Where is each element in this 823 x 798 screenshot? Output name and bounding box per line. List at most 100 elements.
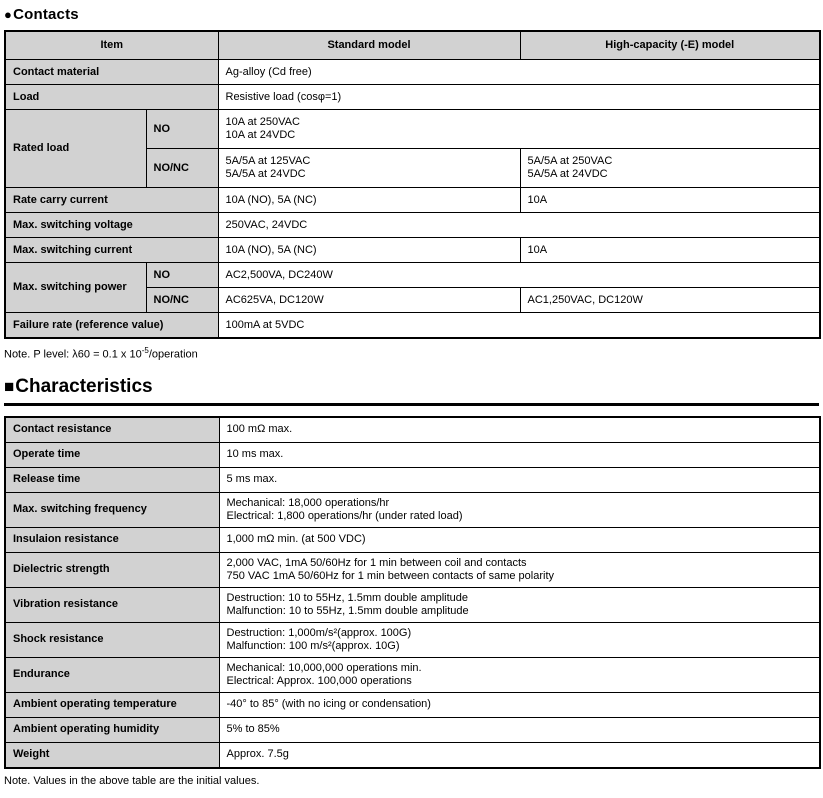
value-line: 5A/5A at 250VAC bbox=[527, 155, 613, 167]
table-row: Max. switching frequency Mechanical: 18,… bbox=[4, 491, 821, 528]
table-row: Weight Approx. 7.5g bbox=[4, 741, 821, 769]
column-header-high-capacity-model: High-capacity (-E) model bbox=[519, 30, 821, 60]
value-line: Destruction: 1,000m/s²(approx. 100G) bbox=[226, 626, 412, 639]
row-label: Operate time bbox=[4, 441, 220, 468]
row-label: Max. switching voltage bbox=[4, 212, 219, 238]
value-line: 2,000 VAC, 1mA 50/60Hz for 1 min between… bbox=[226, 556, 527, 569]
row-label: Endurance bbox=[4, 656, 220, 693]
characteristics-heading-text: Characteristics bbox=[15, 375, 153, 397]
value-line: Electrical: Approx. 100,000 operations bbox=[226, 674, 412, 687]
row-label: Rate carry current bbox=[4, 187, 219, 213]
value-line: Approx. 7.5g bbox=[226, 748, 289, 761]
value-line: 10 ms max. bbox=[226, 448, 284, 461]
table-row: Vibration resistance Destruction: 10 to … bbox=[4, 586, 821, 623]
table-row: Dielectric strength 2,000 VAC, 1mA 50/60… bbox=[4, 551, 821, 588]
value-line: Malfunction: 10 to 55Hz, 1.5mm double am… bbox=[226, 604, 469, 617]
note-text-suffix: /operation bbox=[148, 348, 198, 361]
table-row: Ambient operating humidity 5% to 85% bbox=[4, 716, 821, 743]
row-label: Max. switching frequency bbox=[4, 491, 220, 528]
row-label: Dielectric strength bbox=[4, 551, 220, 588]
row-label: Failure rate (reference value) bbox=[4, 312, 219, 339]
cell-value: 10A at 250VAC 10A at 24VDC bbox=[217, 109, 821, 149]
cell-value-standard: AC625VA, DC120W bbox=[217, 287, 521, 313]
cell-value: Destruction: 10 to 55Hz, 1.5mm double am… bbox=[218, 586, 821, 623]
table-row: Release time 5 ms max. bbox=[4, 466, 821, 493]
row-rate-carry-current: Rate carry current 10A (NO), 5A (NC) 10A bbox=[4, 187, 821, 213]
note-superscript: -5 bbox=[141, 346, 149, 355]
value-line: 100 mΩ max. bbox=[226, 423, 293, 436]
sub-label-no: NO bbox=[145, 262, 219, 288]
cell-value: 1,000 mΩ min. (at 500 VDC) bbox=[218, 526, 821, 553]
value-line: Mechanical: 18,000 operations/hr bbox=[226, 496, 390, 509]
square-bullet-icon: ■ bbox=[4, 376, 15, 396]
row-label: Ambient operating temperature bbox=[4, 691, 220, 718]
row-max-switching-power-no: Max. switching power NO AC2,500VA, DC240… bbox=[4, 262, 821, 313]
column-header-item: Item bbox=[4, 30, 219, 60]
note-text-prefix: Note. P level: λ60 = 0.1 x 10 bbox=[4, 348, 142, 361]
characteristics-section-heading: ■ Characteristics bbox=[4, 376, 819, 406]
value-line: Malfunction: 100 m/s²(approx. 10G) bbox=[226, 639, 400, 652]
contacts-heading-text: Contacts bbox=[13, 6, 79, 23]
cell-value: Resistive load (cosφ=1) bbox=[217, 84, 821, 110]
value-line: 10A at 24VDC bbox=[225, 129, 296, 141]
value-line: 1,000 mΩ min. (at 500 VDC) bbox=[226, 533, 366, 546]
row-label: Contact material bbox=[4, 59, 219, 85]
cell-value-high: 5A/5A at 250VAC 5A/5A at 24VDC bbox=[519, 148, 821, 188]
row-label: Shock resistance bbox=[4, 621, 220, 658]
row-label: Contact resistance bbox=[4, 416, 220, 443]
cell-value: Mechanical: 18,000 operations/hr Electric… bbox=[218, 491, 821, 528]
contacts-note: Note. P level: λ60 = 0.1 x 10-5/operatio… bbox=[4, 344, 819, 362]
cell-value: 2,000 VAC, 1mA 50/60Hz for 1 min between… bbox=[218, 551, 821, 588]
row-label: Load bbox=[4, 84, 219, 110]
table-row: Insulaion resistance 1,000 mΩ min. (at 5… bbox=[4, 526, 821, 553]
cell-value: 100 mΩ max. bbox=[218, 416, 821, 443]
row-label: Weight bbox=[4, 741, 220, 769]
row-rated-load-nonc: NO/NC 5A/5A at 125VAC 5A/5A at 24VDC 5A/… bbox=[5, 148, 821, 188]
circle-bullet-icon: ● bbox=[4, 7, 13, 22]
contacts-section-heading: ● Contacts bbox=[4, 6, 819, 23]
contacts-header-row: Item Standard model High-capacity (-E) m… bbox=[4, 30, 821, 60]
column-header-standard-model: Standard model bbox=[217, 30, 521, 60]
cell-value-standard: 10A (NO), 5A (NC) bbox=[217, 187, 521, 213]
contacts-table: Item Standard model High-capacity (-E) m… bbox=[4, 30, 821, 339]
row-max-switching-current: Max. switching current 10A (NO), 5A (NC)… bbox=[4, 237, 821, 263]
row-label: Rated load bbox=[4, 109, 147, 188]
cell-value: Ag-alloy (Cd free) bbox=[217, 59, 821, 85]
row-load: Load Resistive load (cosφ=1) bbox=[4, 84, 821, 110]
row-failure-rate: Failure rate (reference value) 100mA at … bbox=[4, 312, 821, 339]
value-line: 10A at 250VAC bbox=[225, 116, 300, 128]
value-line: 5A/5A at 24VDC bbox=[225, 168, 306, 180]
sub-label-nonc: NO/NC bbox=[145, 148, 219, 188]
value-line: 5 ms max. bbox=[226, 473, 278, 486]
row-label: Insulaion resistance bbox=[4, 526, 220, 553]
cell-value: 5 ms max. bbox=[218, 466, 821, 493]
sub-label-no: NO bbox=[145, 109, 219, 149]
value-line: Electrical: 1,800 operations/hr (under r… bbox=[226, 509, 463, 522]
value-line: 750 VAC 1mA 50/60Hz for 1 min between co… bbox=[226, 569, 555, 582]
row-max-switching-voltage: Max. switching voltage 250VAC, 24VDC bbox=[4, 212, 821, 238]
row-label: Max. switching power bbox=[4, 262, 147, 313]
row-max-switching-power-nonc: NO/NC AC625VA, DC120W AC1,250VAC, DC120W bbox=[5, 287, 821, 313]
row-label: Vibration resistance bbox=[4, 586, 220, 623]
cell-value: Approx. 7.5g bbox=[218, 741, 821, 769]
cell-value: 100mA at 5VDC bbox=[217, 312, 821, 339]
row-contact-material: Contact material Ag-alloy (Cd free) bbox=[4, 59, 821, 85]
cell-value-standard: 10A (NO), 5A (NC) bbox=[217, 237, 521, 263]
cell-value: 5% to 85% bbox=[218, 716, 821, 743]
value-line: 5A/5A at 125VAC bbox=[225, 155, 311, 167]
cell-value-high: 10A bbox=[519, 187, 821, 213]
cell-value: -40° to 85° (with no icing or condensati… bbox=[218, 691, 821, 718]
sub-label-nonc: NO/NC bbox=[145, 287, 219, 313]
cell-value: Mechanical: 10,000,000 operations min. El… bbox=[218, 656, 821, 693]
row-rated-load-no: Rated load NO 10A at 250VAC 10A at 24VDC bbox=[4, 109, 821, 188]
table-row: Contact resistance 100 mΩ max. bbox=[4, 416, 821, 443]
row-label: Ambient operating humidity bbox=[4, 716, 220, 743]
cell-value-high: AC1,250VAC, DC120W bbox=[519, 287, 821, 313]
row-label: Max. switching current bbox=[4, 237, 219, 263]
characteristics-table: Contact resistance 100 mΩ max. Operate t… bbox=[4, 415, 821, 769]
value-line: 5A/5A at 24VDC bbox=[527, 168, 608, 180]
cell-value: 10 ms max. bbox=[218, 441, 821, 468]
table-row: Endurance Mechanical: 10,000,000 operati… bbox=[4, 656, 821, 693]
value-line: Destruction: 10 to 55Hz, 1.5mm double am… bbox=[226, 591, 469, 604]
